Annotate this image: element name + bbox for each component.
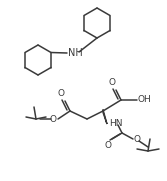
Text: O: O	[109, 78, 116, 87]
Text: OH: OH	[138, 96, 152, 104]
Text: O: O	[105, 141, 112, 150]
Text: HN: HN	[109, 119, 123, 129]
Text: O: O	[57, 89, 64, 98]
Text: O: O	[134, 136, 141, 144]
Polygon shape	[103, 110, 107, 124]
Text: O: O	[50, 115, 57, 123]
Text: NH: NH	[68, 48, 83, 58]
